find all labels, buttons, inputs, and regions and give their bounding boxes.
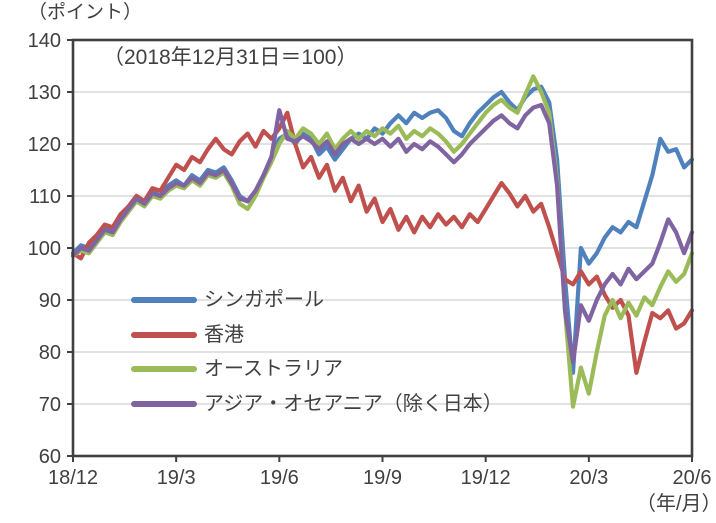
y-tick-label-140: 140 bbox=[28, 30, 61, 52]
legend-item-hongkong: 香港 bbox=[131, 318, 503, 353]
legend-item-asia-oceania: アジア・オセアニア（除く日本） bbox=[131, 387, 503, 422]
y-tick-label-90: 90 bbox=[39, 290, 61, 312]
x-tick-label-19/3: 19/3 bbox=[157, 467, 196, 489]
legend-swatch-singapore bbox=[131, 297, 197, 304]
y-tick-label-110: 110 bbox=[29, 186, 61, 208]
legend-item-australia: オーストラリア bbox=[131, 352, 503, 387]
y-tick-label-130: 130 bbox=[28, 82, 61, 104]
series-line-hongkong bbox=[70, 110, 695, 375]
legend-swatch-australia bbox=[131, 366, 197, 373]
legend: シンガポール 香港 オーストラリア アジア・オセアニア（除く日本） bbox=[131, 283, 503, 421]
x-tick-label-19/12: 19/12 bbox=[461, 467, 511, 489]
legend-label-australia: オーストラリア bbox=[204, 358, 343, 381]
legend-label-hongkong: 香港 bbox=[204, 323, 244, 346]
series-line-singapore bbox=[70, 84, 695, 375]
x-tick-label-19/6: 19/6 bbox=[260, 467, 299, 489]
y-tick-label-80: 80 bbox=[39, 342, 61, 364]
legend-swatch-asia-oceania bbox=[131, 401, 197, 408]
legend-label-singapore: シンガポール bbox=[204, 289, 324, 312]
y-axis-unit-label: （ポイント） bbox=[28, 2, 143, 23]
x-tick-label-20/6: 20/6 bbox=[673, 467, 712, 489]
y-tick-label-70: 70 bbox=[39, 394, 61, 416]
series-line-asia_oceania bbox=[70, 102, 695, 365]
y-tick-label-120: 120 bbox=[28, 134, 61, 156]
x-tick-label-18/12: 18/12 bbox=[48, 467, 98, 489]
x-axis-unit-label: （年/月） bbox=[636, 493, 716, 515]
legend-swatch-hongkong bbox=[131, 331, 197, 338]
y-tick-label-60: 60 bbox=[39, 446, 61, 468]
series-line-australia bbox=[70, 74, 695, 409]
y-tick-label-100: 100 bbox=[28, 238, 61, 260]
x-tick-label-19/9: 19/9 bbox=[363, 467, 402, 489]
legend-label-asia-oceania: アジア・オセアニア（除く日本） bbox=[204, 393, 503, 416]
x-tick-label-20/3: 20/3 bbox=[569, 467, 608, 489]
index-base-note: （2018年12月31日＝100） bbox=[103, 46, 358, 69]
legend-item-singapore: シンガポール bbox=[131, 283, 503, 318]
